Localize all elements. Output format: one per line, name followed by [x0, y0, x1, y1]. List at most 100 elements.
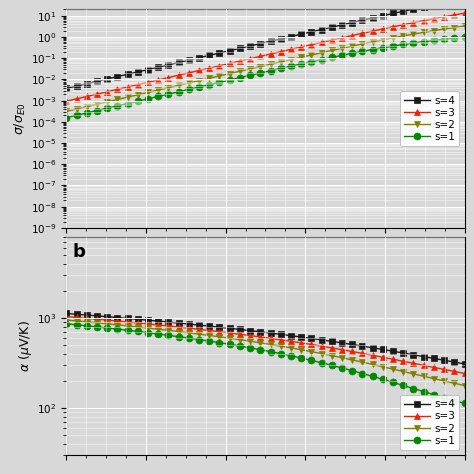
s=4	[390, 10, 396, 16]
s=3	[360, 30, 365, 36]
s=3	[370, 353, 375, 358]
s=1	[421, 39, 427, 45]
s=4	[104, 314, 110, 319]
s=3	[390, 24, 396, 29]
s=2	[94, 101, 100, 107]
s=3	[115, 87, 120, 92]
s=1	[319, 360, 324, 365]
s=1	[410, 40, 416, 46]
s=3	[207, 328, 212, 333]
s=3	[298, 44, 304, 50]
s=1	[125, 328, 130, 333]
s=4	[441, 357, 447, 363]
s=2	[165, 328, 171, 333]
s=4	[94, 313, 100, 319]
s=2	[217, 334, 222, 340]
s=2	[370, 39, 375, 45]
s=1	[165, 91, 171, 97]
s=4	[380, 346, 386, 352]
s=3	[64, 98, 69, 104]
s=4	[380, 13, 386, 18]
s=1	[257, 347, 263, 353]
s=4	[421, 4, 427, 10]
s=4	[165, 62, 171, 68]
s=4	[176, 60, 182, 65]
s=2	[431, 28, 437, 34]
s=2	[145, 325, 151, 331]
s=3	[217, 329, 222, 335]
s=1	[309, 357, 314, 363]
s=2	[207, 333, 212, 338]
s=3	[390, 356, 396, 362]
s=3	[74, 315, 80, 320]
s=2	[176, 329, 182, 335]
s=4	[247, 328, 253, 334]
s=3	[401, 22, 406, 27]
s=3	[135, 320, 141, 326]
s=3	[115, 318, 120, 324]
s=3	[74, 96, 80, 101]
s=1	[288, 353, 294, 359]
s=3	[380, 26, 386, 32]
s=3	[339, 35, 345, 41]
s=3	[176, 73, 182, 78]
s=3	[462, 371, 467, 376]
s=3	[165, 323, 171, 329]
s=3	[125, 319, 130, 325]
Line: s=3: s=3	[63, 313, 468, 377]
s=3	[288, 338, 294, 344]
s=2	[227, 71, 233, 76]
s=3	[309, 342, 314, 347]
s=2	[309, 349, 314, 355]
s=4	[410, 352, 416, 358]
s=3	[451, 369, 457, 374]
s=1	[115, 326, 120, 332]
s=1	[268, 349, 273, 355]
s=3	[186, 70, 191, 76]
s=4	[155, 64, 161, 70]
s=2	[349, 357, 355, 363]
s=2	[360, 359, 365, 365]
s=2	[64, 317, 69, 323]
s=1	[155, 93, 161, 99]
s=1	[196, 337, 202, 342]
s=4	[329, 24, 335, 30]
s=2	[145, 90, 151, 95]
s=4	[319, 27, 324, 32]
s=2	[421, 29, 427, 35]
s=2	[268, 342, 273, 347]
s=1	[145, 330, 151, 336]
s=1	[104, 105, 110, 111]
s=3	[237, 331, 243, 337]
s=4	[278, 36, 283, 42]
s=1	[380, 376, 386, 382]
s=3	[196, 68, 202, 73]
s=4	[298, 31, 304, 37]
s=4	[268, 330, 273, 336]
s=1	[278, 351, 283, 356]
s=3	[329, 37, 335, 43]
s=4	[145, 318, 151, 323]
s=4	[298, 334, 304, 340]
s=4	[441, 0, 447, 6]
s=3	[462, 10, 467, 16]
s=3	[278, 49, 283, 55]
s=4	[370, 15, 375, 21]
s=1	[462, 34, 467, 40]
s=2	[401, 33, 406, 39]
s=3	[441, 366, 447, 372]
s=1	[401, 42, 406, 47]
s=4	[176, 320, 182, 326]
s=1	[217, 80, 222, 85]
s=4	[401, 9, 406, 14]
s=1	[360, 371, 365, 376]
s=4	[186, 57, 191, 63]
s=2	[319, 50, 324, 55]
s=3	[360, 351, 365, 356]
s=1	[74, 112, 80, 118]
s=3	[268, 51, 273, 57]
s=4	[257, 329, 263, 335]
s=2	[390, 366, 396, 372]
Line: s=3: s=3	[63, 9, 468, 105]
s=2	[410, 371, 416, 377]
